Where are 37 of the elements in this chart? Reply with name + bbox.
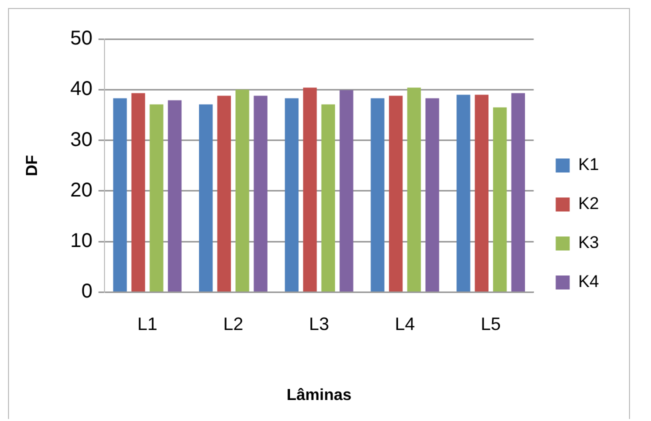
x-tick-label: L5 (480, 314, 501, 334)
y-tick-label: 30 (70, 128, 92, 151)
bar (511, 93, 525, 292)
x-tick-label: L2 (223, 314, 244, 334)
legend-label: K2 (578, 194, 600, 214)
bar (217, 96, 231, 292)
y-tick-label: 0 (81, 280, 92, 303)
bar (493, 107, 507, 292)
bar (113, 98, 127, 292)
bar (199, 104, 213, 292)
x-tick-label: L4 (394, 314, 415, 334)
bar (370, 98, 384, 292)
bar (131, 93, 146, 292)
y-tick-label: 20 (70, 179, 92, 202)
y-tick-label: 50 (70, 28, 92, 50)
legend-label: K4 (578, 272, 600, 292)
bar (303, 88, 317, 292)
bar (474, 94, 488, 292)
bar (425, 98, 440, 292)
y-tick-label: 10 (70, 230, 92, 252)
y-tick-label: 40 (70, 78, 92, 100)
bar (236, 90, 250, 292)
bar (340, 90, 354, 292)
bar (321, 104, 336, 292)
legend-label: K3 (578, 233, 600, 252)
bar (150, 104, 164, 292)
x-axis-title: Lâminas (286, 386, 352, 404)
bar (284, 98, 299, 292)
bar (168, 100, 182, 292)
legend-label: K1 (578, 155, 600, 174)
bar (407, 88, 421, 292)
y-axis-title: DF (24, 154, 42, 176)
x-tick-label: L1 (137, 314, 158, 334)
x-tick-label: L3 (309, 314, 330, 334)
bar (456, 94, 470, 292)
bar (388, 96, 403, 292)
bar (254, 96, 268, 292)
